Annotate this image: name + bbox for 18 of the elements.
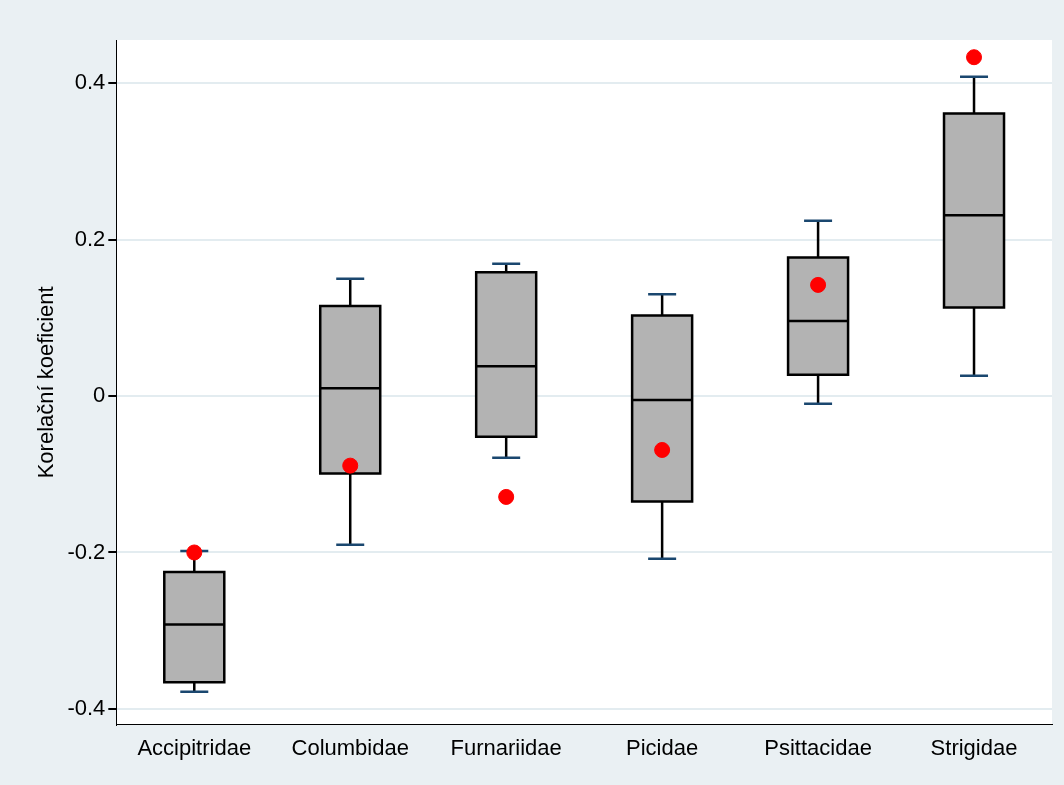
point: [654, 441, 671, 458]
x-tick-label: Psittacidae: [764, 734, 872, 760]
point: [342, 457, 359, 474]
y-tick-label: 0.4: [74, 69, 106, 95]
y-axis-title: Korelační koeficient: [33, 286, 59, 479]
point: [186, 544, 203, 561]
y-tick-label: -0.4: [67, 695, 106, 721]
x-tick-label: Furnariidae: [450, 734, 562, 760]
x-tick-label: Strigidae: [930, 734, 1018, 760]
point: [498, 488, 515, 505]
x-tick-label: Columbidae: [291, 734, 409, 760]
y-tick-label: 0.2: [74, 225, 106, 251]
x-tick-label: Picidae: [626, 734, 699, 760]
y-tick-label: -0.2: [67, 538, 106, 564]
point: [810, 276, 827, 293]
point: [966, 49, 983, 66]
y-tick-label: 0: [93, 382, 106, 408]
x-tick-label: Accipitridae: [137, 734, 252, 760]
